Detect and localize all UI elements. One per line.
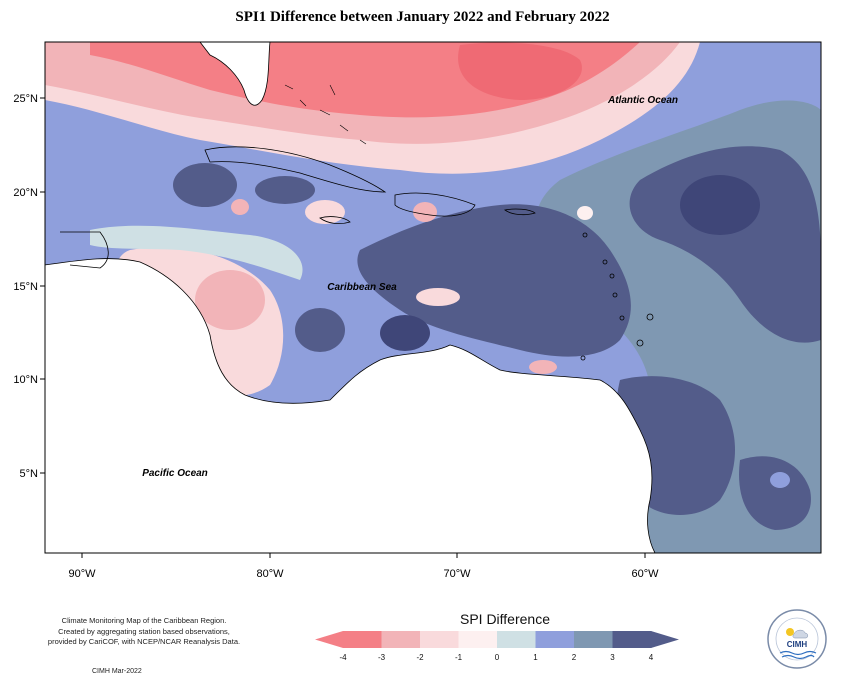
lat-label-5: 5°N [20, 468, 39, 480]
map-title: SPI1 Difference between January 2022 and… [235, 9, 610, 25]
colorbar-tick-label: -1 [455, 653, 463, 662]
lon-label-80: 80°W [256, 568, 284, 580]
spi-field [45, 42, 821, 553]
lat-label-15: 15°N [13, 281, 38, 293]
cimh-logo: CIMH [767, 609, 827, 669]
colorbar-tick-label: 2 [572, 653, 577, 662]
colorbar-arrow-left [315, 631, 343, 648]
colorbar-segment [343, 631, 382, 648]
footer-description: Climate Monitoring Map of the Caribbean … [44, 616, 244, 648]
lon-label-70: 70°W [443, 568, 471, 580]
footer-line-1: Climate Monitoring Map of the Caribbean … [61, 616, 227, 625]
colorbar-tick-label: -4 [339, 653, 347, 662]
colorbar-tick-label: 1 [533, 653, 538, 662]
colorbar-segment [574, 631, 613, 648]
colorbar-segment [497, 631, 536, 648]
legend-title: SPI Difference [459, 611, 550, 627]
colorbar-tick-label: 4 [649, 653, 654, 662]
lat-label-10: 10°N [13, 374, 38, 386]
colorbar-segment [535, 631, 575, 648]
colorbar-tick-label: -3 [378, 653, 386, 662]
pacific-ocean-label: Pacific Ocean [142, 468, 208, 479]
footer-date: CIMH Mar-2022 [92, 668, 142, 675]
caribbean-sea-label: Caribbean Sea [327, 282, 397, 293]
lon-label-60: 60°W [631, 568, 659, 580]
footer-line-3: provided by CariCOF, with NCEP/NCAR Rean… [47, 637, 241, 646]
atlantic-ocean-label: Atlantic Ocean [607, 95, 678, 106]
colorbar-segment [420, 631, 459, 648]
lon-label-90: 90°W [68, 568, 96, 580]
colorbar-segment [612, 631, 652, 648]
spi-colorbar: -4 -3 -2 -1 0 1 2 3 4 [315, 631, 679, 662]
colorbar-tick-label: 0 [495, 653, 500, 662]
lat-label-25: 25°N [13, 93, 38, 105]
logo-text: CIMH [787, 640, 808, 649]
colorbar-tick-label: -2 [416, 653, 424, 662]
footer-line-2: Created by aggregating station based obs… [58, 626, 230, 636]
colorbar-tick-label: 3 [610, 653, 615, 662]
colorbar-arrow-right [651, 631, 679, 648]
colorbar-segment [458, 631, 498, 648]
lat-label-20: 20°N [13, 187, 38, 199]
colorbar-segment [381, 631, 421, 648]
